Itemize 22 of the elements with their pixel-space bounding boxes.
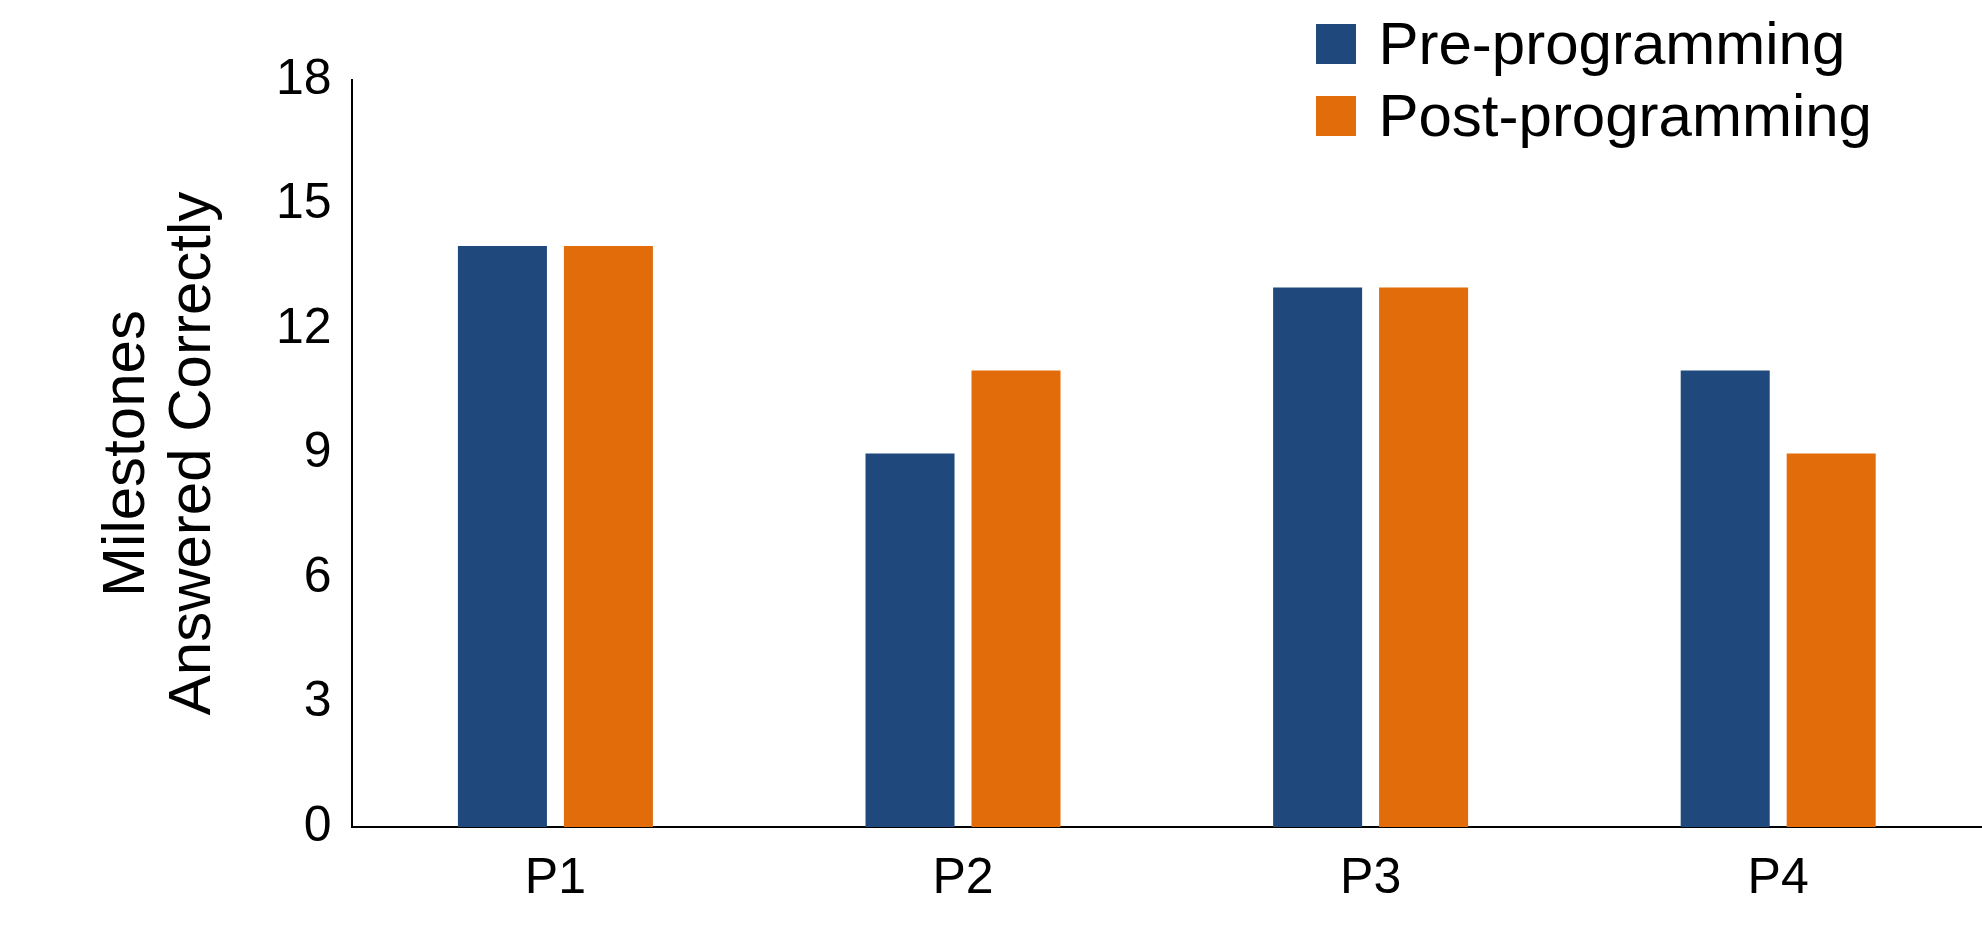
y-tick-label: 0	[303, 795, 332, 852]
y-tick-label: 3	[303, 671, 332, 728]
x-tick-label: P2	[932, 847, 994, 904]
x-tick-label: P3	[1340, 847, 1402, 904]
x-tick-label: P1	[524, 847, 586, 904]
x-tick-label: P4	[1747, 847, 1809, 904]
bar	[563, 246, 653, 827]
legend-label: Post-programming	[1378, 81, 1872, 151]
bar	[457, 246, 547, 827]
y-tick-label: 12	[275, 297, 332, 354]
y-axis-title: Milestones Answered Correctly	[89, 191, 223, 716]
bar	[1379, 287, 1469, 827]
y-tick-label: 18	[275, 48, 332, 105]
bar	[1273, 287, 1363, 827]
bar	[971, 370, 1061, 827]
legend-label: Pre-programming	[1378, 9, 1846, 79]
y-tick-label: 9	[303, 422, 332, 479]
y-tick-label: 6	[303, 546, 332, 603]
y-tick-label: 15	[275, 173, 332, 230]
bar	[865, 453, 955, 827]
bar	[1680, 370, 1770, 827]
bar	[1786, 453, 1876, 827]
